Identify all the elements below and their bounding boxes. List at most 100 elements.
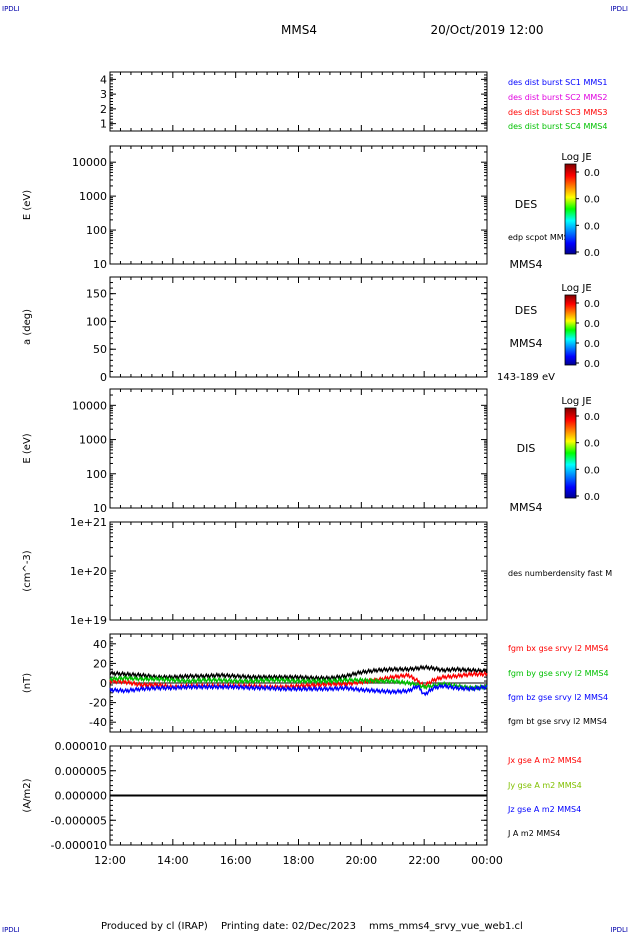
y-tick-label: 100 [86, 315, 107, 328]
y-tick-label: 1000 [79, 434, 107, 447]
colorbar-tick-label: 0.0 [584, 299, 600, 310]
panel-2: 10 100 1000 10000 E (eV) DES edp scpot MMS4 MMS… [22, 145, 574, 271]
y-tick-label: 4 [100, 73, 107, 86]
footer-file: mms_mms4_srvy_vue_web1.cl [369, 921, 523, 932]
panel-7: -0.000010 -0.000005 0.000000 0.000005 0.0000… [22, 740, 582, 852]
y-tick-label: 0.000010 [55, 740, 108, 753]
colorbar-gradient [564, 407, 577, 499]
time-tick-label: 20:00 [345, 854, 377, 867]
y-tick-label: 3 [100, 88, 107, 101]
y-tick-label: 1 [100, 118, 107, 131]
panel-side-label: edp scpot MMS4 [508, 233, 574, 242]
y-axis-label: a (deg) [22, 309, 33, 345]
colorbar-gradient [564, 163, 577, 255]
legend-entry: des dist burst SC1 MMS1 [508, 78, 607, 87]
y-tick-label: 0.000000 [55, 790, 108, 803]
legend-entry: fgm bx gse srvy l2 MMS4 [508, 644, 609, 653]
legend-entry: fgm bt gse srvy l2 MMS4 [508, 717, 607, 726]
colorbar-tick-label: 0.0 [584, 168, 600, 179]
y-tick-label: 1e+21 [70, 516, 107, 529]
y-tick-label: 50 [93, 343, 107, 356]
panel-side-label: MMS4 [510, 501, 543, 514]
panel-3: 0 50 100 150 a (deg) DES MMS4 143-189 eV [22, 276, 555, 384]
time-tick-label: 22:00 [408, 854, 440, 867]
colorbar-tick-label: 0.0 [584, 439, 600, 450]
y-tick-label: 150 [86, 288, 107, 301]
y-tick-label: 10 [93, 502, 107, 515]
panel-side-label: MMS4 [510, 258, 543, 271]
panel-frame [109, 71, 488, 132]
y-axis-label: (nT) [22, 673, 33, 693]
y-tick-label: 10 [93, 258, 107, 271]
y-tick-label: 1e+20 [70, 565, 107, 578]
time-axis: 12:00 14:00 16:00 18:00 20:00 22:00 00:00 [94, 854, 503, 867]
panel-1: 1 2 3 4 des dist burst SC1 MMS1 des dist burs… [100, 71, 607, 132]
time-tick-label: 14:00 [157, 854, 189, 867]
legend-entry: des dist burst SC4 MMS4 [508, 122, 607, 131]
corner-mark-top-right: IPDLI [610, 5, 628, 13]
legend-entry: Jy gse A m2 MMS4 [507, 781, 582, 790]
y-tick-label: 100 [86, 468, 107, 481]
footer-produced-by: Produced by cl (IRAP) [101, 921, 208, 932]
time-tick-label: 18:00 [283, 854, 315, 867]
y-axis-label: (cm^-3) [22, 550, 33, 591]
y-tick-label: 100 [86, 224, 107, 237]
y-tick-label: -0.000005 [51, 814, 107, 827]
colorbar-tick-label: 0.0 [584, 319, 600, 330]
legend-entry: des dist burst SC2 MMS2 [508, 93, 607, 102]
y-tick-label: 0.000005 [55, 765, 108, 778]
panel-frame [109, 388, 488, 509]
panel-side-label: MMS4 [510, 337, 543, 350]
series-line-3 [109, 674, 488, 692]
panel-frame [109, 145, 488, 265]
panel-side-label: DES [515, 198, 537, 211]
colorbar-tick-label: 0.0 [584, 465, 600, 476]
y-tick-label: 0 [100, 677, 107, 690]
colorbar-tick-label: 0.0 [584, 248, 600, 259]
corner-mark-bottom-left: IPDLI [2, 926, 20, 934]
y-tick-label: 20 [93, 657, 107, 670]
colorbar-gradient [564, 294, 577, 366]
y-tick-label: -40 [89, 716, 107, 729]
series-line-4 [109, 682, 488, 697]
legend-entry: J A m2 MMS4 [507, 829, 560, 838]
panel-side-label: DES [515, 304, 537, 317]
header-datetime: 20/Oct/2019 12:00 [430, 23, 543, 37]
colorbar-title: Log JE [561, 283, 591, 294]
corner-mark-top-left: IPDLI [2, 5, 20, 13]
y-axis-label: E (eV) [22, 433, 33, 463]
time-tick-label: 00:00 [471, 854, 503, 867]
legend-entry: Jx gse A m2 MMS4 [507, 756, 582, 765]
time-tick-label: 16:00 [220, 854, 252, 867]
y-axis-label: (A/m2) [22, 778, 33, 812]
colorbar-tick-label: 0.0 [584, 412, 600, 423]
colorbar-tick-label: 0.0 [584, 195, 600, 206]
y-tick-label: -0.000010 [51, 839, 107, 852]
y-tick-label: 2 [100, 103, 107, 116]
panel-side-label: 143-189 eV [497, 372, 555, 383]
y-tick-label: 0 [100, 371, 107, 384]
panel-frame [109, 521, 488, 621]
time-tick-label: 12:00 [94, 854, 126, 867]
footer-printing-date: Printing date: 02/Dec/2023 [221, 921, 356, 932]
colorbar-title: Log JE [561, 152, 591, 163]
panel-side-label: DIS [517, 442, 536, 455]
colorbar-tick-label: 0.0 [584, 221, 600, 232]
y-axis-label: E (eV) [22, 190, 33, 220]
y-tick-label: 10000 [72, 156, 107, 169]
legend-entry: Jz gse A m2 MMS4 [507, 805, 581, 814]
colorbar-tick-label: 0.0 [584, 359, 600, 370]
y-tick-label: 1e+19 [70, 614, 107, 627]
header-spacecraft: MMS4 [281, 23, 317, 37]
colorbar-1: Log JE 0.0 0.0 0.0 0.0 [561, 152, 600, 259]
colorbar-tick-label: 0.0 [584, 339, 600, 350]
colorbar-2: Log JE 0.0 0.0 0.0 0.0 [561, 283, 600, 370]
y-tick-label: 40 [93, 638, 107, 651]
legend-entry: des numberdensity fast M [508, 569, 612, 578]
panels: 1 2 3 4 des dist burst SC1 MMS1 des dist burs… [22, 71, 612, 852]
panel-4: 10 100 1000 10000 E (eV) DIS MMS4 [22, 388, 543, 515]
legend-entry: fgm bz gse srvy l2 MMS4 [508, 693, 608, 702]
y-tick-label: -20 [89, 697, 107, 710]
